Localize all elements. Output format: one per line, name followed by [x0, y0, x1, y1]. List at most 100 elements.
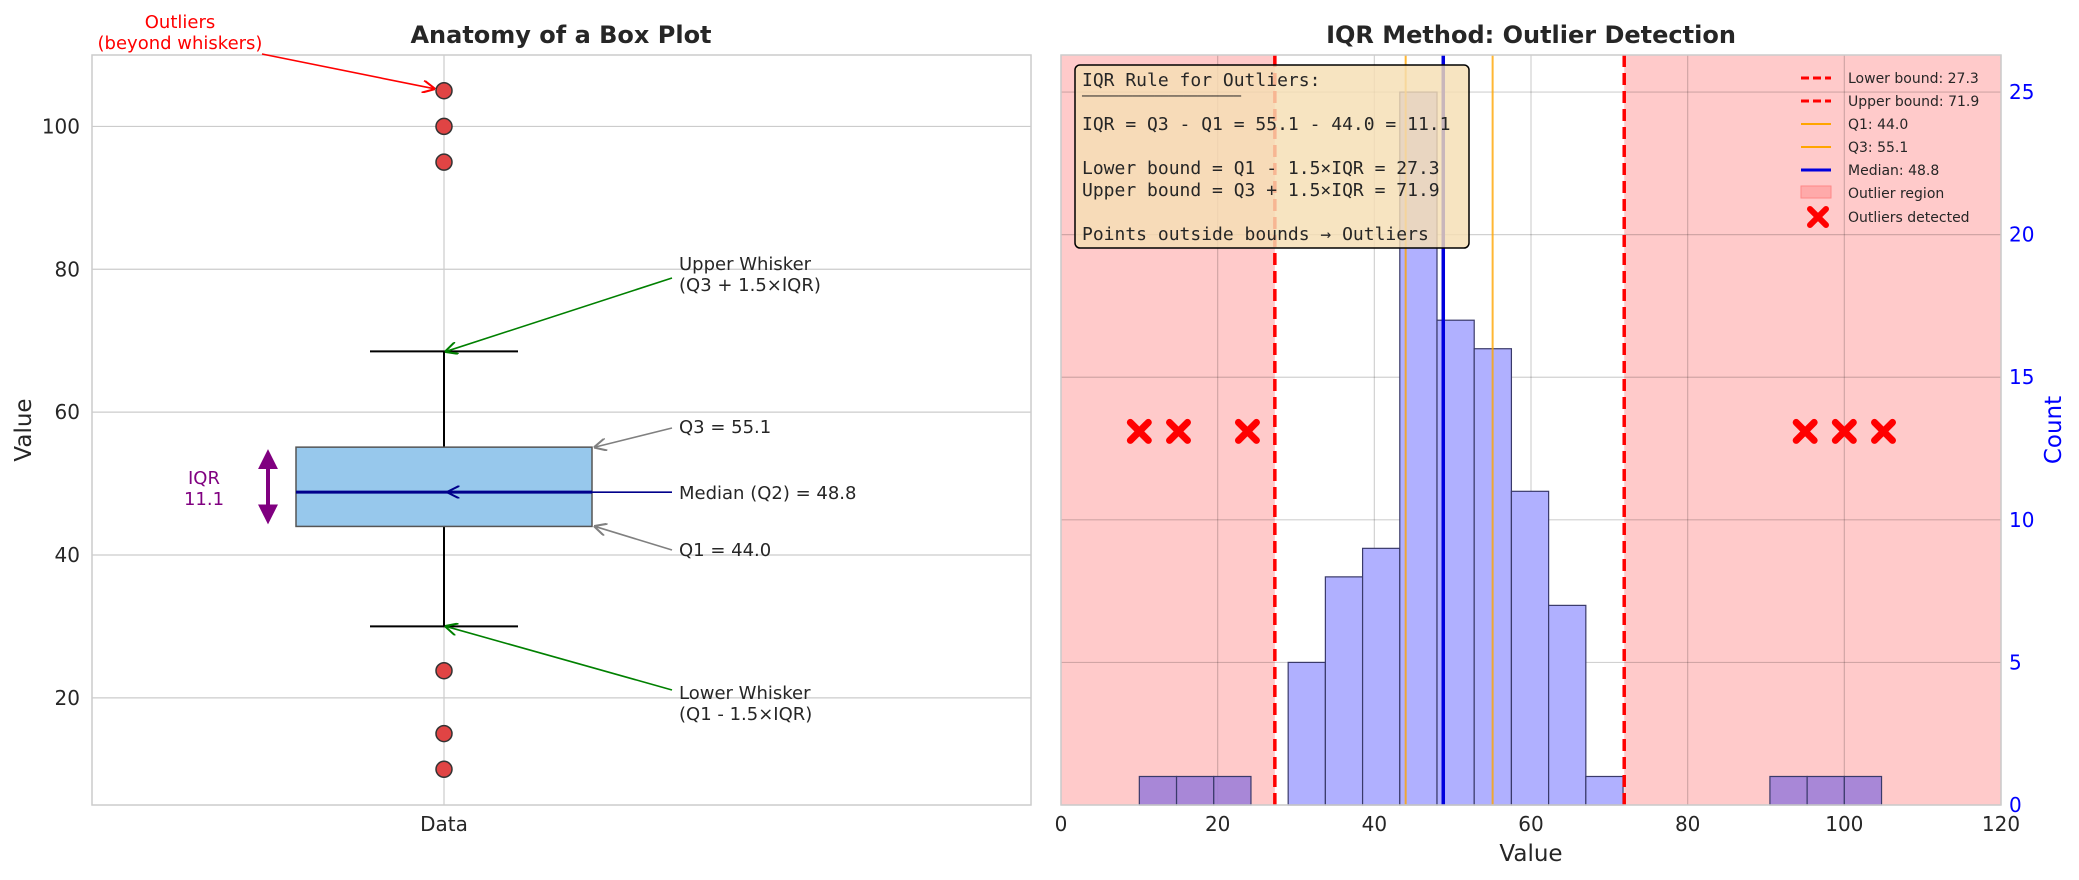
histogram-x-ticks: 0 20 40 60 80 100 120 — [1055, 812, 2020, 836]
histogram-y-tick-25: 25 — [2009, 80, 2034, 104]
legend-outliers-detected-label: Outliers detected — [1848, 210, 1970, 226]
histogram-bar-13 — [1806, 775, 1845, 806]
annotation-upper-whisker: Upper Whisker (Q3 + 1.5×IQR) — [446, 254, 821, 351]
lower-whisker-arrow — [446, 626, 673, 691]
outlier-region-right — [1624, 55, 2001, 805]
histogram-panel: 0 20 40 60 80 100 120 0 5 10 15 20 25 IQR Method: O… — [1055, 21, 2067, 867]
q1-arrow — [595, 526, 673, 551]
iqr-annotation-line2: 11.1 — [184, 489, 224, 510]
textbox-line-rule: ────────────────────── — [1081, 89, 1242, 103]
outlier-x-marker-1 — [1166, 418, 1191, 444]
histogram-bar-4 — [1324, 576, 1364, 806]
legend-outlier-region: Outlier region — [1800, 185, 1944, 202]
histogram-y-tick-15: 15 — [2009, 365, 2034, 389]
histogram-outlier-markers — [1126, 418, 1896, 444]
outlier-x-stroke-b — [1792, 418, 1818, 444]
outlier-x-stroke-b — [1126, 418, 1152, 444]
outlier-point-3 — [435, 661, 453, 680]
histogram-bar-10 — [1548, 604, 1587, 806]
histogram-bar-5 — [1361, 547, 1401, 806]
legend-lower-bound: Lower bound: 27.3 — [1801, 71, 1979, 87]
textbox-line-heading: IQR Rule for Outliers: — [1082, 70, 1320, 91]
histogram-y-tick-0: 0 — [2009, 793, 2022, 817]
histogram-bar-1 — [1175, 775, 1215, 806]
outlier-x-stroke-b — [1234, 418, 1260, 444]
legend-q1: Q1: 44.0 — [1801, 117, 1908, 133]
annotation-outliers: Outliers (beyond whiskers) — [98, 12, 434, 89]
legend-q3: Q3: 55.1 — [1801, 140, 1908, 156]
legend-q1-label: Q1: 44.0 — [1848, 117, 1908, 133]
outlier-x-marker-4 — [1831, 418, 1857, 444]
histogram-x-tick-20: 20 — [1205, 812, 1230, 836]
q1-annotation: Q1 = 44.0 — [679, 540, 771, 561]
outlier-point-1 — [435, 117, 453, 136]
boxplot-outliers — [435, 81, 453, 779]
legend-lower-bound-label: Lower bound: 27.3 — [1848, 71, 1979, 87]
iqr-rule-textbox: IQR Rule for Outliers: ─────────────────… — [1074, 64, 1470, 249]
annotation-iqr: IQR 11.1 — [184, 449, 278, 525]
histogram-x-tick-120: 120 — [1982, 812, 2020, 836]
outlier-x-stroke-b — [1871, 418, 1896, 444]
histogram-bar-0 — [1138, 775, 1178, 806]
boxplot-panel: 20 40 60 80 100 Data Anatomy of a Box Plot V… — [11, 12, 1032, 836]
boxplot-y-tick-60: 60 — [55, 400, 80, 424]
histogram-bar-14 — [1843, 775, 1883, 806]
legend-upper-bound-label: Upper bound: 71.9 — [1848, 94, 1979, 110]
histogram-x-tick-80: 80 — [1675, 812, 1700, 836]
outlier-point-5 — [435, 760, 453, 779]
annotation-q3: Q3 = 55.1 — [595, 417, 771, 447]
outliers-annotation-line2: (beyond whiskers) — [98, 33, 263, 54]
histogram-y-tick-10: 10 — [2009, 508, 2034, 532]
q3-arrow — [595, 427, 673, 447]
outlier-x-stroke-b — [1166, 418, 1191, 444]
histogram-x-tick-0: 0 — [1055, 812, 1068, 836]
outliers-annotation-line1: Outliers — [145, 12, 216, 33]
boxplot-y-tick-100: 100 — [42, 114, 80, 138]
iqr-box — [295, 446, 593, 528]
histogram-x-tick-100: 100 — [1825, 812, 1863, 836]
histogram-x-tick-40: 40 — [1362, 812, 1387, 836]
boxplot-y-ticks: 20 40 60 80 100 — [42, 114, 80, 709]
histogram-y-axis-label: Count — [2041, 396, 2067, 464]
boxplot-y-axis-label: Value — [11, 398, 37, 461]
boxplot-y-tick-20: 20 — [55, 686, 80, 710]
q3-annotation: Q3 = 55.1 — [679, 417, 771, 438]
boxplot-frame — [91, 54, 1032, 806]
histogram-legend: Lower bound: 27.3 Upper bound: 71.9 Q1: … — [1800, 71, 1979, 228]
legend-median-label: Median: 48.8 — [1848, 163, 1939, 179]
outlier-x-marker-5 — [1871, 418, 1896, 444]
annotation-median: Median (Q2) = 48.8 — [448, 483, 856, 504]
histogram-bar-12 — [1769, 775, 1808, 806]
outlier-point-4 — [435, 724, 453, 743]
legend-median: Median: 48.8 — [1801, 163, 1939, 179]
legend-q3-label: Q3: 55.1 — [1848, 140, 1908, 156]
histogram-y-tick-5: 5 — [2009, 650, 2022, 674]
legend-outlier-region-label: Outlier region — [1848, 186, 1944, 202]
outlier-x-marker-0 — [1126, 418, 1152, 444]
annotation-lower-whisker: Lower Whisker (Q1 - 1.5×IQR) — [446, 626, 812, 725]
legend-x-marker-icon — [1807, 206, 1829, 228]
outlier-point-2 — [435, 153, 453, 171]
boxplot-title: Anatomy of a Box Plot — [410, 21, 711, 49]
histogram-bar-2 — [1213, 775, 1252, 806]
histogram-frame — [1060, 54, 2002, 806]
textbox-line-lower-bound: Lower bound = Q1 - 1.5×IQR = 27.3 — [1082, 158, 1440, 179]
histogram-bar-3 — [1287, 661, 1326, 806]
outlier-point-0 — [435, 81, 453, 100]
boxplot-plot-area — [92, 55, 1031, 805]
histogram-bar-9 — [1510, 490, 1550, 806]
upper-whisker-arrow — [446, 277, 673, 351]
boxplot-body — [295, 350, 593, 628]
textbox-line-iqr: IQR = Q3 - Q1 = 55.1 - 44.0 = 11.1 — [1082, 114, 1450, 135]
histogram-x-axis-label: Value — [1499, 841, 1562, 867]
boxplot-gridlines — [92, 55, 1031, 805]
outliers-arrow — [261, 53, 434, 89]
boxplot-y-tick-40: 40 — [55, 543, 80, 567]
boxplot-category-label: Data — [420, 812, 468, 836]
outlier-x-marker-3 — [1792, 418, 1818, 444]
textbox-line-upper-bound: Upper bound = Q3 + 1.5×IQR = 71.9 — [1082, 180, 1440, 201]
histogram-title: IQR Method: Outlier Detection — [1326, 21, 1736, 49]
annotation-q1: Q1 = 44.0 — [595, 526, 771, 561]
legend-upper-bound: Upper bound: 71.9 — [1801, 94, 1979, 110]
